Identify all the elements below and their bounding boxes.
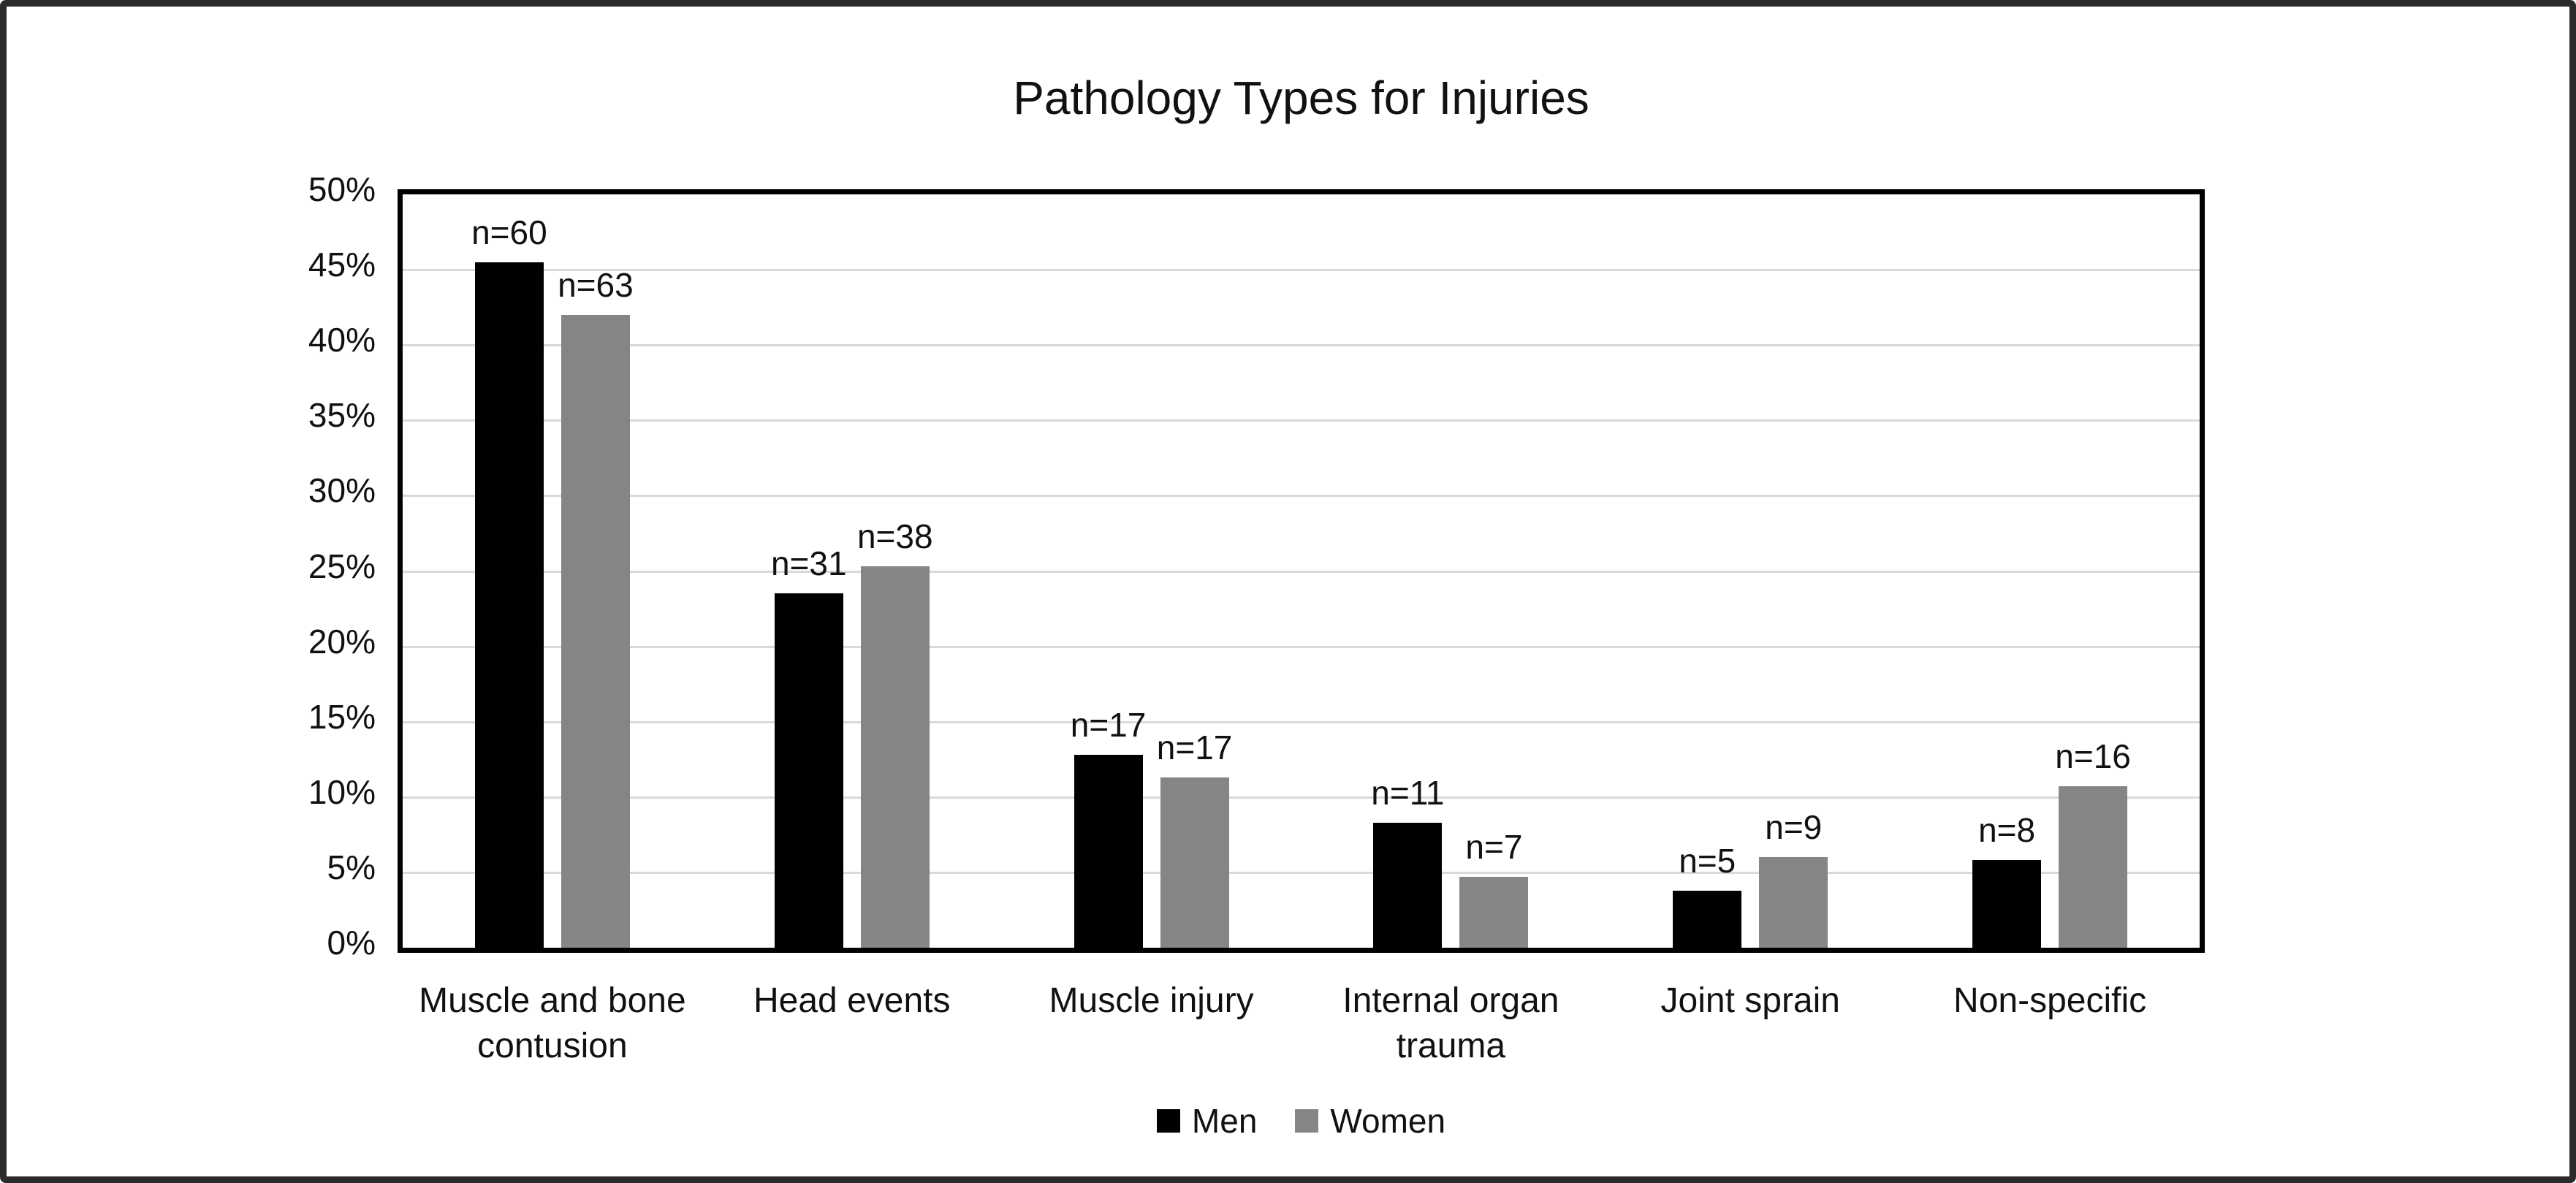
legend-label-men: Men	[1191, 1102, 1258, 1140]
x-category-label-4: Joint sprain	[1660, 981, 1840, 1020]
legend-item-men: Men	[1156, 1101, 1258, 1141]
chart-title: Pathology Types for Injuries	[1013, 72, 1589, 124]
bar-women-1	[860, 566, 930, 948]
x-category-label-1: Head events	[753, 981, 951, 1020]
bar-men-1	[774, 593, 843, 948]
legend-label-women: Women	[1330, 1102, 1446, 1140]
gridline-30pct	[403, 495, 2200, 498]
bar-men-5	[1972, 860, 2042, 948]
bar-women-0	[561, 314, 630, 948]
y-tick-label: 15%	[308, 697, 376, 736]
x-category-label-3: Internal organ trauma	[1342, 981, 1559, 1065]
gridline-15pct	[403, 720, 2200, 723]
legend: Men Women	[398, 1101, 2205, 1141]
bar-value-label-men-3: n=11	[1371, 773, 1445, 812]
x-category-label-5: Non-specific	[1953, 981, 2147, 1020]
y-tick-label: 0%	[327, 924, 376, 962]
bar-value-label-women-3: n=7	[1465, 828, 1523, 867]
bar-men-2	[1074, 755, 1143, 948]
y-tick-label: 30%	[308, 471, 376, 510]
bar-women-3	[1459, 877, 1529, 948]
y-tick-label: 5%	[327, 848, 376, 886]
gridline-5pct	[403, 871, 2200, 874]
plot-area: n=60 n=31 n=17 n=11 n=5 n=8 n=63 n=38 n=17 n=7 n=9…	[398, 189, 2205, 953]
y-tick-label: 10%	[308, 772, 376, 811]
gridline-10pct	[403, 796, 2200, 799]
bar-value-label-women-5: n=16	[2055, 737, 2131, 776]
x-axis: Muscle and bone contusion Head events Musc…	[398, 978, 2205, 1125]
bar-value-label-men-0: n=60	[471, 213, 547, 251]
bar-value-label-men-4: n=5	[1679, 841, 1736, 880]
bar-value-label-women-1: n=38	[856, 517, 933, 556]
y-tick-label: 50%	[308, 170, 376, 208]
gridline-45pct	[403, 269, 2200, 272]
gridline-20pct	[403, 645, 2200, 648]
x-category-label-2: Muscle injury	[1049, 981, 1254, 1020]
men-series-swatch-icon	[1156, 1109, 1180, 1133]
y-tick-label: 45%	[308, 246, 376, 284]
bar-men-4	[1673, 890, 1742, 948]
women-series-swatch-icon	[1295, 1109, 1319, 1133]
y-tick-label: 20%	[308, 622, 376, 661]
bar-value-label-women-4: n=9	[1765, 808, 1823, 847]
y-tick-label: 35%	[308, 396, 376, 435]
y-axis: 0% 5% 10% 15% 20% 25% 30% 35% 40% 45% 50%	[7, 170, 376, 962]
bar-value-label-women-2: n=17	[1156, 729, 1233, 767]
bar-men-3	[1373, 822, 1443, 948]
bar-men-0	[474, 262, 544, 948]
bar-value-label-men-5: n=8	[1978, 811, 2036, 850]
bar-value-label-men-2: n=17	[1070, 706, 1147, 745]
gridline-25pct	[403, 570, 2200, 573]
x-category-label-0: Muscle and bone contusion	[419, 981, 686, 1065]
gridline-40pct	[403, 344, 2200, 347]
legend-item-women: Women	[1295, 1101, 1445, 1141]
y-tick-label: 40%	[308, 321, 376, 360]
bar-women-4	[1759, 857, 1828, 948]
bar-value-label-men-1: n=31	[770, 544, 847, 583]
bar-women-5	[2059, 786, 2128, 948]
y-tick-label: 25%	[308, 547, 376, 585]
gridline-35pct	[403, 419, 2200, 422]
bar-women-2	[1160, 777, 1229, 948]
bar-value-label-women-0: n=63	[558, 265, 634, 304]
